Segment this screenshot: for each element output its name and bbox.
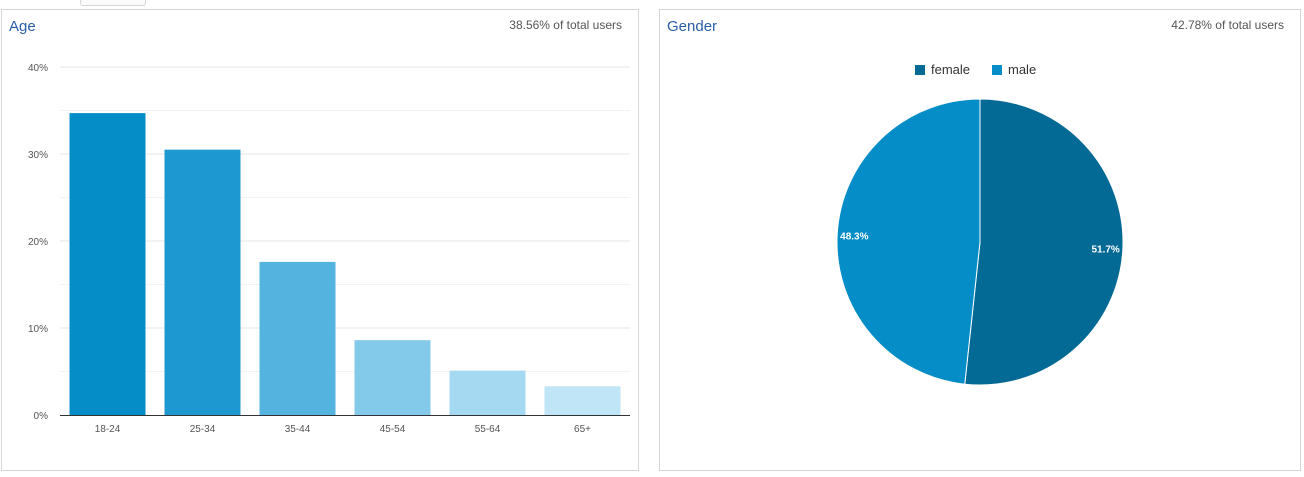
bar[interactable] bbox=[544, 386, 621, 415]
top-tab[interactable] bbox=[80, 0, 146, 6]
legend-label: female bbox=[931, 62, 970, 77]
age-card-subtitle: 38.56% of total users bbox=[509, 18, 622, 32]
x-tick-label: 35-44 bbox=[285, 424, 311, 435]
gender-card: Gender 42.78% of total users female male 5… bbox=[659, 9, 1301, 471]
y-tick-label: 40% bbox=[28, 63, 48, 74]
legend-swatch bbox=[992, 65, 1002, 75]
gender-card-title: Gender bbox=[667, 18, 718, 35]
gender-pie-chart: female male 51.7% 48.3% bbox=[836, 62, 1124, 386]
y-tick-label: 30% bbox=[28, 150, 48, 161]
x-tick-label: 18-24 bbox=[95, 424, 121, 435]
bar[interactable] bbox=[449, 370, 526, 415]
legend-label: male bbox=[1008, 62, 1036, 77]
age-card-title: Age bbox=[9, 18, 36, 35]
x-tick-label: 25-34 bbox=[190, 424, 216, 435]
pie-slice-label: 51.7% bbox=[1091, 245, 1119, 256]
x-tick-label: 45-54 bbox=[380, 424, 406, 435]
bar[interactable] bbox=[259, 261, 336, 415]
y-tick-label: 20% bbox=[28, 237, 48, 248]
bar[interactable] bbox=[164, 149, 241, 415]
x-tick-label: 55-64 bbox=[475, 424, 501, 435]
age-bar-chart: 0% 10% 20% 30% 40% 18-24 25-34 35-44 45-54 55-64 6… bbox=[28, 63, 630, 435]
bar[interactable] bbox=[69, 113, 146, 416]
y-tick-label: 0% bbox=[34, 411, 49, 422]
pie-slice[interactable] bbox=[836, 98, 981, 385]
gender-card-subtitle: 42.78% of total users bbox=[1171, 18, 1284, 32]
age-card: Age 38.56% of total users 0% 10% 20% 30% 40%… bbox=[1, 9, 639, 471]
x-tick-label: 65+ bbox=[574, 424, 591, 435]
pie-slice[interactable] bbox=[964, 98, 1124, 386]
bar[interactable] bbox=[354, 340, 431, 415]
pie-slice-label: 48.3% bbox=[840, 231, 868, 242]
legend-swatch bbox=[915, 65, 925, 75]
y-tick-label: 10% bbox=[28, 324, 48, 335]
